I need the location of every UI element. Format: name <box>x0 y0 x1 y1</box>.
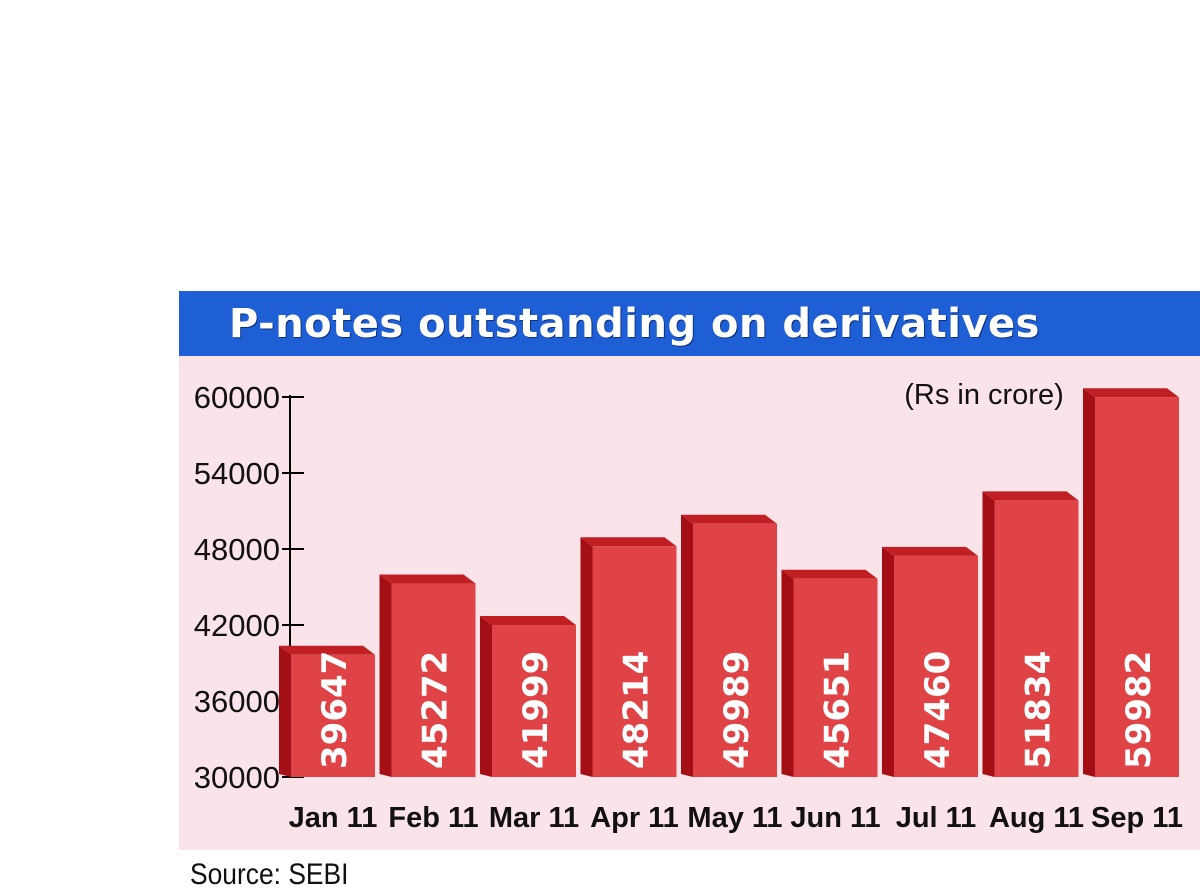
bar-side <box>982 491 995 777</box>
x-tick-label: Sep 11 <box>1091 802 1183 834</box>
bar-top <box>1083 388 1179 398</box>
bar-top <box>580 537 677 547</box>
bar-side <box>580 537 593 777</box>
y-tick-label: 42000 <box>194 608 280 643</box>
bar-value-label: 41999 <box>516 651 556 769</box>
source-note: Source: SEBI <box>190 858 349 891</box>
bar <box>592 546 677 777</box>
x-tick-label: Aug 11 <box>989 802 1084 834</box>
bar-value-label: 45651 <box>818 651 858 769</box>
bar-value-label: 39647 <box>315 651 355 769</box>
y-tick-label: 36000 <box>194 684 280 719</box>
bar-side <box>1083 388 1095 777</box>
bar-value-label: 47460 <box>918 651 958 769</box>
y-tick-label: 60000 <box>194 380 280 415</box>
bar <box>793 578 878 777</box>
bar-side <box>379 574 392 777</box>
bar-side <box>681 514 693 777</box>
x-tick-label: Jun 11 <box>790 802 880 834</box>
y-tick-label: 48000 <box>194 532 280 567</box>
bar-top <box>982 491 1079 501</box>
bar <box>693 523 777 777</box>
x-tick-label: Mar 11 <box>489 802 579 834</box>
unit-note: (Rs in crore) <box>904 379 1064 411</box>
bar-value-label: 49989 <box>717 651 757 769</box>
x-tick-label: Apr 11 <box>590 802 679 834</box>
bar-value-label: 48214 <box>617 651 657 769</box>
x-tick-label: Jan 11 <box>289 802 378 834</box>
bar-top <box>279 645 375 655</box>
x-tick-label: Jul 11 <box>896 802 977 834</box>
bar-side <box>882 546 894 777</box>
bar-top <box>379 574 476 584</box>
bar-value-label: 45272 <box>416 651 456 769</box>
y-tick-label: 30000 <box>194 760 280 795</box>
chart-title: P-notes outstanding on derivatives <box>228 300 1040 347</box>
y-tick-label: 54000 <box>194 456 280 491</box>
bar-value-label: 59982 <box>1119 651 1159 769</box>
bar <box>994 500 1079 777</box>
bar-side <box>279 645 291 777</box>
bar-side <box>781 569 794 777</box>
chart-title-bar: P-notes outstanding on derivatives <box>179 291 1200 356</box>
bar <box>291 654 375 777</box>
bar-top <box>781 569 878 579</box>
bar-top <box>681 514 777 524</box>
bar-value-label: 51834 <box>1019 651 1059 769</box>
x-tick-label: May 11 <box>687 802 782 834</box>
bar-top <box>480 616 576 626</box>
bar-top <box>882 546 978 556</box>
bar <box>492 625 576 777</box>
bar <box>894 555 978 777</box>
bar <box>1095 397 1179 777</box>
x-tick-label: Feb 11 <box>388 802 478 834</box>
bar <box>391 583 476 777</box>
bar-side <box>480 616 492 777</box>
